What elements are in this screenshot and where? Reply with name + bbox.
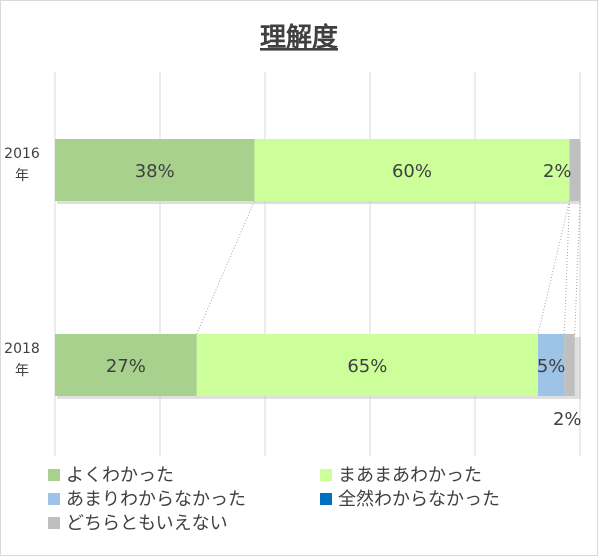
category-labels: 2016 年 2018 年 <box>4 146 40 379</box>
bar-segment <box>538 334 565 396</box>
data-label: 2% <box>543 161 572 182</box>
bar-segment <box>569 139 580 201</box>
legend-swatch <box>48 517 60 529</box>
legend-label: よくわかった <box>66 465 174 486</box>
data-label: 38% <box>135 161 175 182</box>
series-line <box>537 200 570 335</box>
chart-title: 理解度 <box>260 22 338 53</box>
series-line <box>196 200 255 335</box>
bar-segment <box>55 139 255 201</box>
legend-swatch <box>320 493 332 505</box>
legend-label: まあまあわかった <box>338 465 482 486</box>
category-label: 2016 <box>4 146 40 162</box>
bar-segment <box>564 334 575 396</box>
legend-swatch <box>48 469 60 481</box>
category-label: 年 <box>15 363 29 379</box>
category-label: 2018 <box>4 341 40 357</box>
bar-segment <box>55 334 197 396</box>
bars: 38% 60% 2% 27% 65% 5% 2% <box>55 139 582 430</box>
data-label: 5% <box>537 356 566 377</box>
series-lines <box>196 200 581 335</box>
legend-swatch <box>320 469 332 481</box>
category-label: 年 <box>15 168 29 184</box>
bar-segment <box>254 139 570 201</box>
legend-label: どちらともいえない <box>66 513 228 534</box>
data-label: 2% <box>553 409 582 430</box>
data-label: 27% <box>106 356 146 377</box>
legend-swatch <box>48 493 60 505</box>
bar-segment <box>196 334 538 396</box>
series-line <box>574 200 581 335</box>
data-label: 65% <box>347 356 387 377</box>
data-label: 60% <box>392 161 432 182</box>
legend-label: あまりわからなかった <box>66 489 246 510</box>
series-line <box>563 200 570 335</box>
legend-label: 全然わからなかった <box>338 489 500 510</box>
